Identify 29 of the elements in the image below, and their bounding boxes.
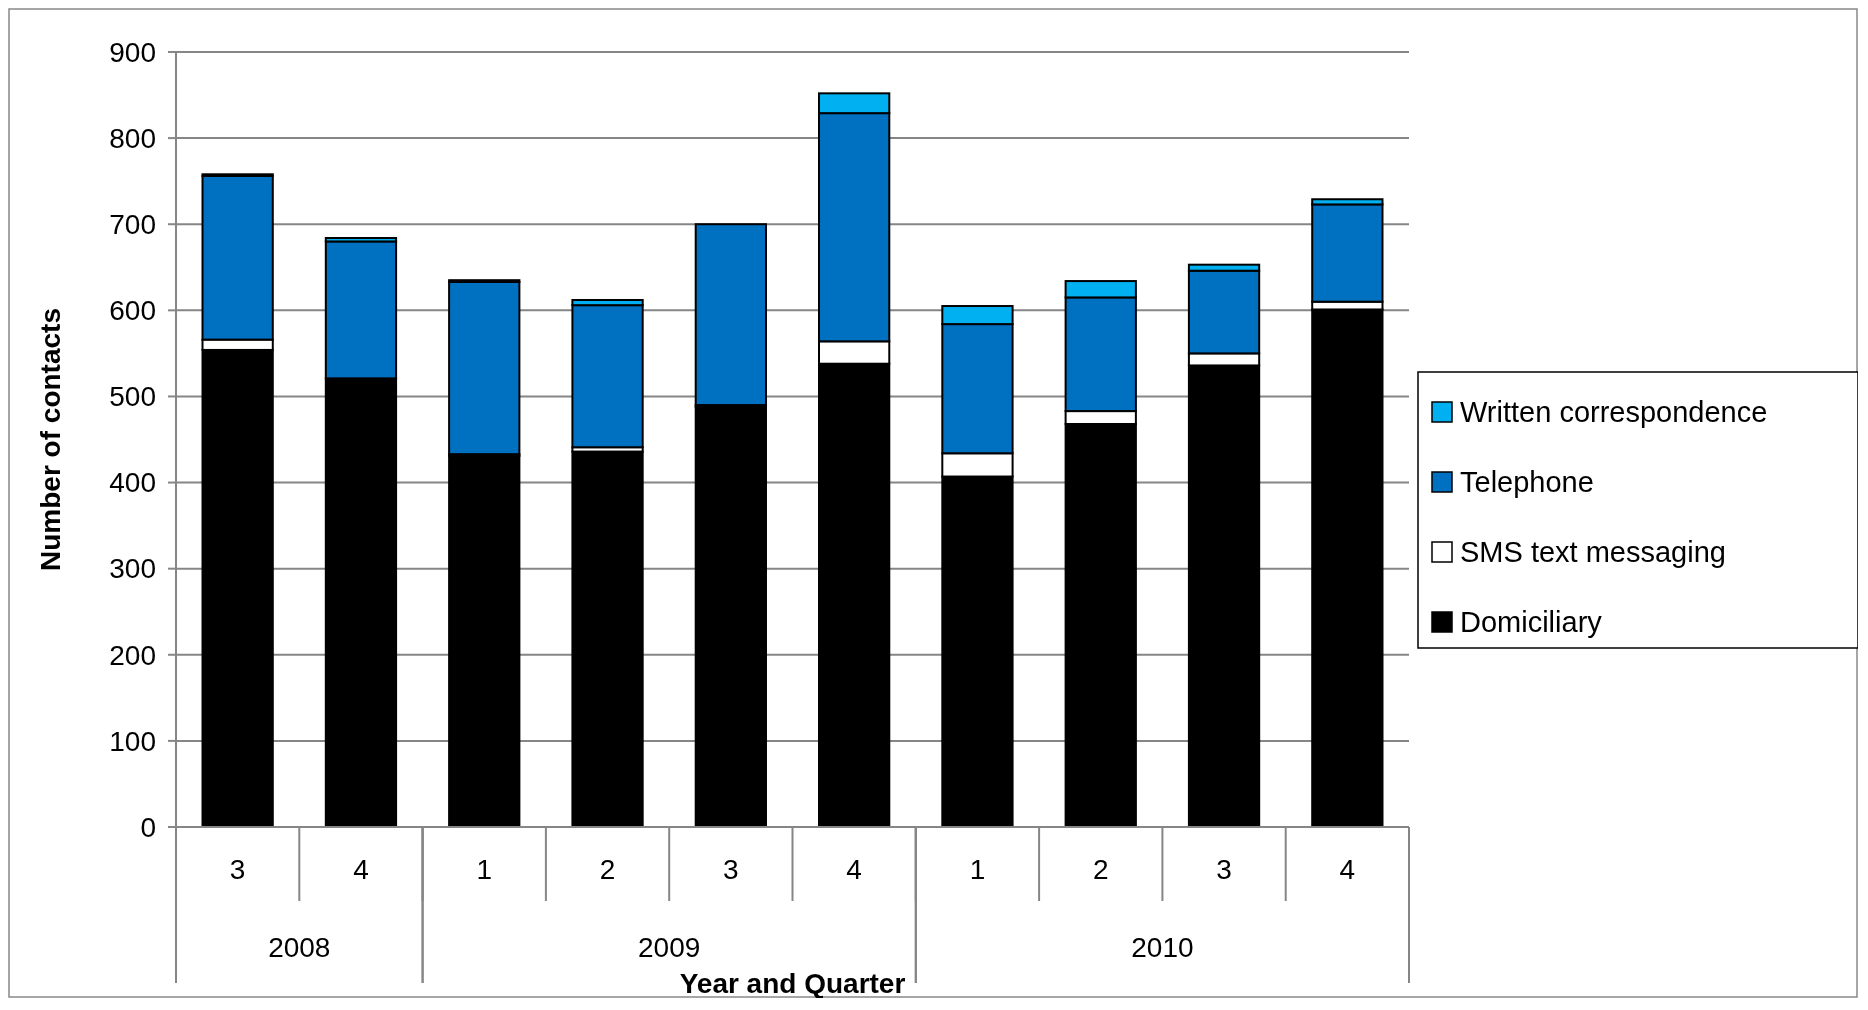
legend-label: Domiciliary <box>1460 606 1603 639</box>
x-tick-label: 4 <box>846 854 862 885</box>
y-tick-label: 800 <box>109 122 156 154</box>
x-tick-label: 2 <box>1092 854 1109 885</box>
legend-label: Telephone <box>1460 466 1594 499</box>
legend-label: SMS text messaging <box>1460 536 1726 569</box>
text: 2009 <box>638 932 701 963</box>
x-axis-title: Year and Quarter <box>679 968 906 999</box>
y-tick-label: 300 <box>109 553 156 585</box>
text: 2008 <box>268 932 331 963</box>
y-tick-label: 0 <box>140 811 156 843</box>
x-tick-label: 1 <box>969 854 986 885</box>
x-tick-label: 3 <box>1216 854 1232 885</box>
x-tick-label: 4 <box>1339 854 1356 885</box>
x-tick-label: 3 <box>723 854 739 885</box>
x-tick-label: 3 <box>229 854 246 885</box>
y-tick-label: 100 <box>109 725 156 757</box>
x-tick-label: 1 <box>476 854 493 885</box>
y-tick-label: 400 <box>109 467 156 499</box>
y-axis-title: Number of contacts <box>35 308 66 571</box>
legend-label: Written correspondence <box>1460 396 1768 429</box>
y-tick-label: 600 <box>109 295 156 327</box>
x-tick-label: 2 <box>599 854 616 885</box>
y-tick-label: 700 <box>109 209 156 241</box>
y-tick-label: 200 <box>109 639 156 671</box>
x-tick-label: 4 <box>353 854 369 885</box>
y-tick-label: 500 <box>109 381 156 413</box>
text: 2010 <box>1131 932 1194 963</box>
y-tick-label: 900 <box>109 36 156 68</box>
